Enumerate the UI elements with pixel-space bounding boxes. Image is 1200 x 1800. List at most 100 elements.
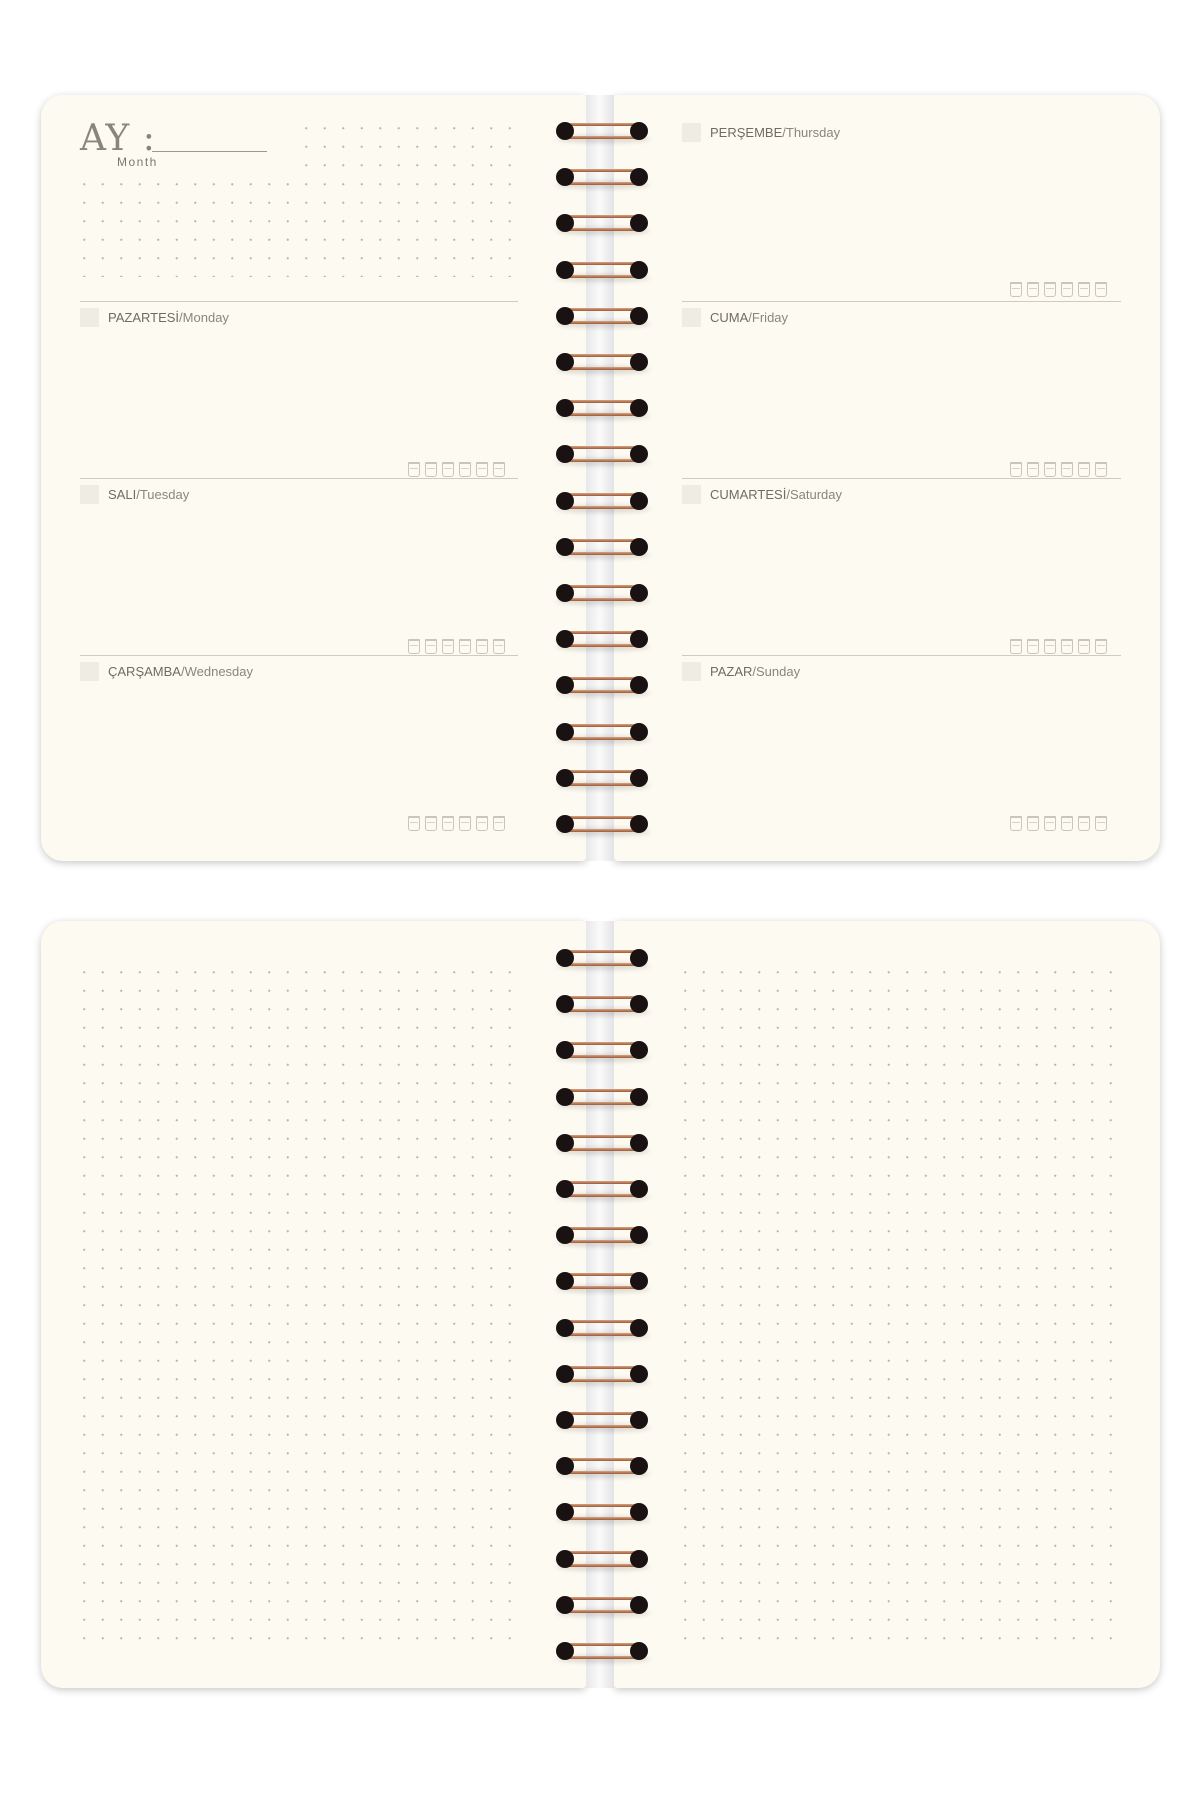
spiral-ring <box>554 1179 650 1201</box>
water-cup-icon[interactable] <box>408 816 420 831</box>
water-cup-icon[interactable] <box>1061 282 1073 297</box>
water-cup-icon[interactable] <box>476 639 488 654</box>
water-cup-icon[interactable] <box>1061 462 1073 477</box>
water-tracker <box>408 639 505 654</box>
water-cup-icon[interactable] <box>1027 639 1039 654</box>
day-name-tr: PAZARTESİ <box>108 310 180 325</box>
spiral-ring <box>554 814 650 836</box>
water-cup-icon[interactable] <box>1027 282 1039 297</box>
water-cup-icon[interactable] <box>425 816 437 831</box>
day-checkbox[interactable] <box>80 662 99 681</box>
water-cup-icon[interactable] <box>442 462 454 477</box>
section-divider <box>682 478 1121 479</box>
water-cup-icon[interactable] <box>493 816 505 831</box>
month-write-line[interactable] <box>152 151 267 152</box>
spiral-ring <box>554 121 650 143</box>
water-cup-icon[interactable] <box>1010 816 1022 831</box>
day-name-tr: ÇARŞAMBA <box>108 664 181 679</box>
separator: / <box>752 664 757 679</box>
day-checkbox[interactable] <box>682 123 701 142</box>
water-cup-icon[interactable] <box>1095 282 1107 297</box>
day-checkbox[interactable] <box>682 485 701 504</box>
spiral-ring <box>554 1318 650 1340</box>
day-label: PAZAR / Sunday <box>682 662 800 681</box>
day-label: SALI / Tuesday <box>80 485 189 504</box>
day-checkbox[interactable] <box>80 308 99 327</box>
water-cup-icon[interactable] <box>425 639 437 654</box>
day-label: CUMA / Friday <box>682 308 788 327</box>
notes-dot-grid <box>75 175 523 277</box>
water-cup-icon[interactable] <box>1061 639 1073 654</box>
water-cup-icon[interactable] <box>1095 639 1107 654</box>
water-tracker <box>408 462 505 477</box>
spiral-ring <box>554 1364 650 1386</box>
water-cup-icon[interactable] <box>459 639 471 654</box>
water-cup-icon[interactable] <box>493 639 505 654</box>
separator: / <box>136 487 140 502</box>
day-name-en: Friday <box>751 310 789 325</box>
water-cup-icon[interactable] <box>1078 639 1090 654</box>
day-name-tr: CUMA <box>710 310 749 325</box>
spiral-ring <box>554 583 650 605</box>
water-cup-icon[interactable] <box>493 462 505 477</box>
month-subtitle: Month <box>117 155 158 169</box>
water-cup-icon[interactable] <box>442 639 454 654</box>
water-cup-icon[interactable] <box>1095 816 1107 831</box>
water-cup-icon[interactable] <box>1078 816 1090 831</box>
water-cup-icon[interactable] <box>442 816 454 831</box>
water-tracker <box>408 816 505 831</box>
day-label: PAZARTESİ / Monday <box>80 308 229 327</box>
spiral-ring <box>554 1641 650 1663</box>
water-cup-icon[interactable] <box>1010 462 1022 477</box>
water-cup-icon[interactable] <box>1027 462 1039 477</box>
day-checkbox[interactable] <box>682 308 701 327</box>
spiral-ring <box>554 1502 650 1525</box>
water-tracker <box>1010 282 1107 297</box>
water-tracker <box>1010 816 1107 831</box>
water-cup-icon[interactable] <box>459 462 471 477</box>
water-cup-icon[interactable] <box>1061 816 1073 831</box>
water-cup-icon[interactable] <box>1027 816 1039 831</box>
dot-grid-left <box>75 963 523 1653</box>
day-name-en: Monday <box>182 310 229 325</box>
water-cup-icon[interactable] <box>408 639 420 654</box>
dot-grid-right <box>676 963 1124 1653</box>
section-divider <box>682 301 1121 302</box>
water-cup-icon[interactable] <box>1078 462 1090 477</box>
spiral-ring <box>554 537 650 559</box>
day-label: ÇARŞAMBA / Wednesday <box>80 662 253 681</box>
spiral-ring <box>554 1040 650 1063</box>
water-cup-icon[interactable] <box>1078 282 1090 297</box>
water-cup-icon[interactable] <box>425 462 437 477</box>
day-name-tr: SALI <box>108 487 137 502</box>
day-name-en: Sunday <box>756 664 801 679</box>
spiral-ring <box>554 1133 650 1155</box>
water-cup-icon[interactable] <box>1044 462 1056 477</box>
water-cup-icon[interactable] <box>1010 639 1022 654</box>
water-cup-icon[interactable] <box>408 462 420 477</box>
day-name-tr: CUMARTESİ <box>710 487 787 502</box>
water-cup-icon[interactable] <box>1095 462 1107 477</box>
spiral-ring <box>554 306 650 328</box>
water-cup-icon[interactable] <box>476 816 488 831</box>
spiral-ring <box>554 491 650 513</box>
spiral-ring <box>554 213 650 236</box>
water-cup-icon[interactable] <box>1044 639 1056 654</box>
day-checkbox[interactable] <box>682 662 701 681</box>
water-cup-icon[interactable] <box>1044 282 1056 297</box>
separator: / <box>180 664 185 679</box>
water-cup-icon[interactable] <box>476 462 488 477</box>
day-name-tr: PAZAR <box>710 664 753 679</box>
spiral-ring <box>554 167 650 190</box>
water-cup-icon[interactable] <box>1010 282 1022 297</box>
section-divider <box>80 655 518 656</box>
water-cup-icon[interactable] <box>1044 816 1056 831</box>
water-cup-icon[interactable] <box>459 816 471 831</box>
day-checkbox[interactable] <box>80 485 99 504</box>
spiral-ring <box>554 1595 650 1617</box>
notes-dot-grid-top <box>297 119 523 175</box>
day-name-en: Saturday <box>789 487 842 502</box>
separator: / <box>782 125 786 140</box>
day-name-en: Tuesday <box>139 487 190 502</box>
separator: / <box>179 310 183 325</box>
